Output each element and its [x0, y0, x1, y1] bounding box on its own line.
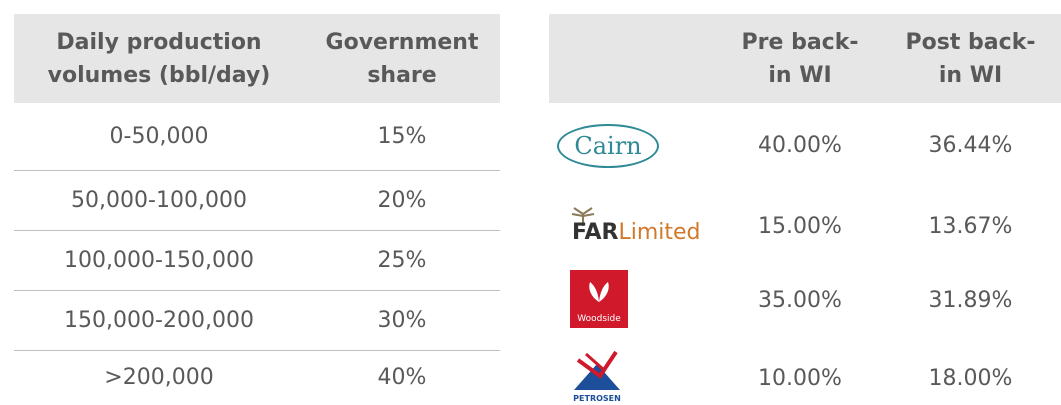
cairn-logo: Cairn: [557, 124, 659, 168]
woodside-logo: Woodside: [570, 270, 628, 328]
table-cell: 50,000-100,000: [71, 187, 247, 213]
left-header-band: [14, 14, 500, 103]
table-cell: 150,000-200,000: [64, 307, 254, 333]
table-cell: 13.67%: [928, 213, 1013, 239]
table-cell: 40%: [377, 365, 427, 390]
table-cell: 25%: [377, 247, 427, 273]
header-cell: Daily production volumes (bbl/day): [14, 14, 304, 103]
table-cell: 0-50,000: [109, 124, 209, 149]
table-cell: 100,000-150,000: [64, 247, 254, 273]
table-cell: 36.44%: [928, 132, 1013, 158]
table-cell: 15.00%: [758, 213, 842, 239]
right-header-band: [549, 14, 1061, 103]
woodside-mark: [589, 282, 609, 302]
header-cell: Post back-in WI: [880, 14, 1061, 103]
row-divider: [14, 290, 500, 291]
logo-text: Woodside: [577, 314, 621, 324]
far-tree: [571, 207, 595, 226]
table-cell: 18.00%: [928, 365, 1013, 391]
row-divider: [14, 350, 500, 351]
logo-text: Limited: [618, 220, 701, 245]
header-text: Daily production volumes (bbl/day): [47, 29, 271, 88]
header-text: Post back-in WI: [905, 29, 1036, 88]
row-divider: [14, 230, 500, 231]
logo-text: FAR: [572, 220, 619, 245]
petrosen-logo: PETROSEN: [570, 350, 624, 403]
header-cell: Pre back-in WI: [720, 14, 880, 103]
table-cell: 40.00%: [758, 132, 842, 158]
table-cell: 30%: [377, 307, 427, 333]
header-cell: Government share: [304, 14, 500, 103]
header-text: Government share: [325, 29, 479, 88]
header-text: Pre back-in WI: [741, 29, 859, 88]
table-cell: 10.00%: [758, 365, 842, 391]
table-cell: 31.89%: [928, 287, 1013, 313]
table-cell: 35.00%: [758, 287, 842, 313]
petrosen-mark: [574, 350, 620, 390]
far-logo: FARLimited: [560, 206, 720, 246]
table-cell: >200,000: [104, 365, 214, 390]
row-divider: [14, 170, 500, 171]
table-cell: 15%: [377, 124, 427, 149]
logo-text: Cairn: [574, 132, 642, 160]
logo-text: PETROSEN: [573, 394, 621, 403]
table-cell: 20%: [377, 187, 427, 213]
